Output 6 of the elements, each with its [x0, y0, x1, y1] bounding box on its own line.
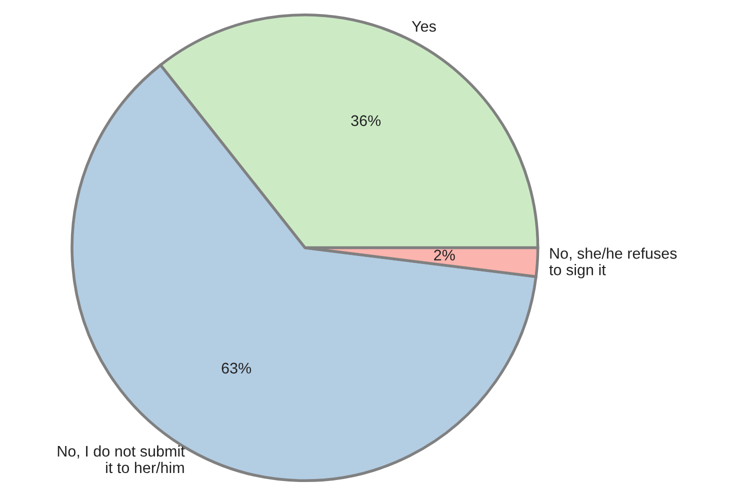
slice-label: Yes: [412, 21, 436, 32]
slice-label: No, she/he refuses to sign it: [549, 248, 677, 278]
data-label: 63%: [222, 362, 252, 374]
slice-label: No, I do not submit it to her/him: [58, 445, 185, 474]
data-label: 2%: [434, 250, 455, 260]
data-label: 36%: [351, 115, 381, 126]
